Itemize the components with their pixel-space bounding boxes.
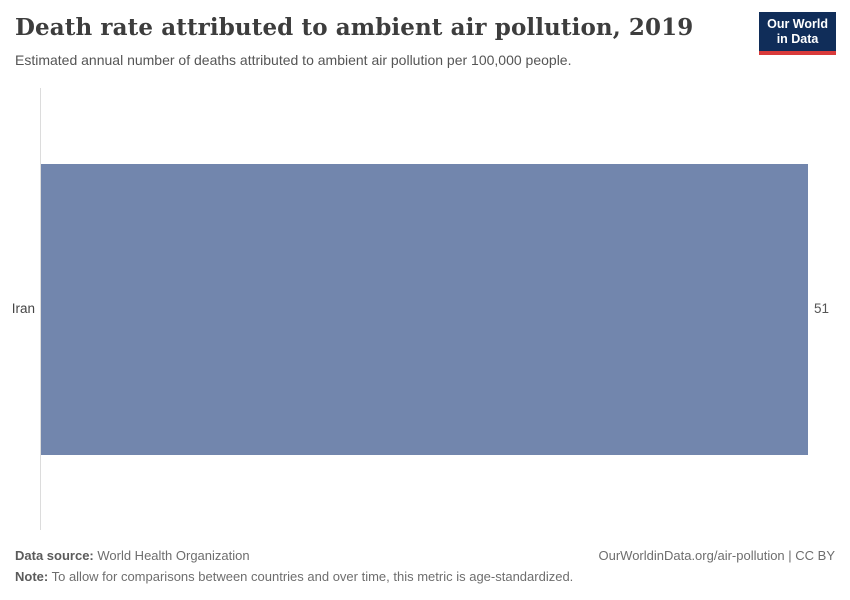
datasource-label: Data source: bbox=[15, 548, 94, 563]
note-label: Note: bbox=[15, 569, 49, 584]
y-axis-line bbox=[40, 88, 41, 530]
datasource-value: World Health Organization bbox=[93, 548, 250, 563]
plot-area bbox=[41, 88, 808, 530]
page-title: Death rate attributed to ambient air pol… bbox=[15, 14, 694, 41]
bar-iran[interactable] bbox=[41, 164, 808, 455]
owid-logo-line1: Our World bbox=[767, 17, 828, 31]
note-line: Note: To allow for comparisons between c… bbox=[15, 569, 573, 584]
value-label-iran: 51 bbox=[814, 301, 830, 316]
owid-logo[interactable]: Our World in Data bbox=[759, 12, 836, 55]
note-value: To allow for comparisons between countri… bbox=[48, 569, 574, 584]
attribution-link[interactable]: OurWorldinData.org/air-pollution | CC BY bbox=[598, 548, 835, 563]
page-subtitle: Estimated annual number of deaths attrib… bbox=[15, 52, 572, 68]
owid-logo-line2: in Data bbox=[776, 32, 819, 46]
datasource-line: Data source: World Health Organization bbox=[15, 548, 250, 563]
entity-label-iran: Iran bbox=[11, 301, 35, 316]
